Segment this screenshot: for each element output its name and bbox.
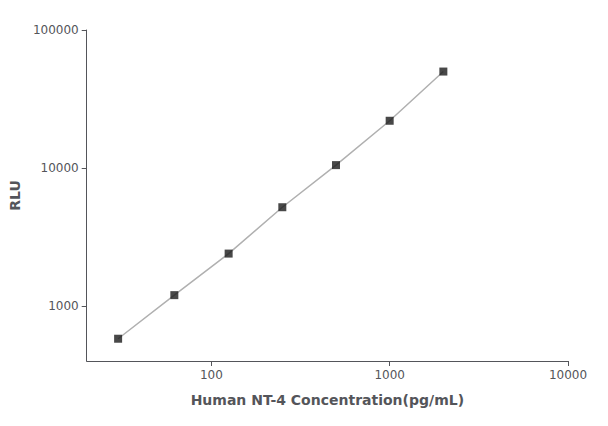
svg-text:100000: 100000	[33, 23, 79, 37]
svg-text:10000: 10000	[41, 161, 79, 175]
svg-text:10000: 10000	[549, 368, 587, 382]
svg-text:1000: 1000	[374, 368, 405, 382]
svg-text:RLU: RLU	[7, 180, 23, 211]
svg-text:Human NT-4 Concentration(pg/mL: Human NT-4 Concentration(pg/mL)	[191, 392, 464, 408]
svg-text:100: 100	[200, 368, 223, 382]
svg-text:1000: 1000	[48, 299, 79, 313]
